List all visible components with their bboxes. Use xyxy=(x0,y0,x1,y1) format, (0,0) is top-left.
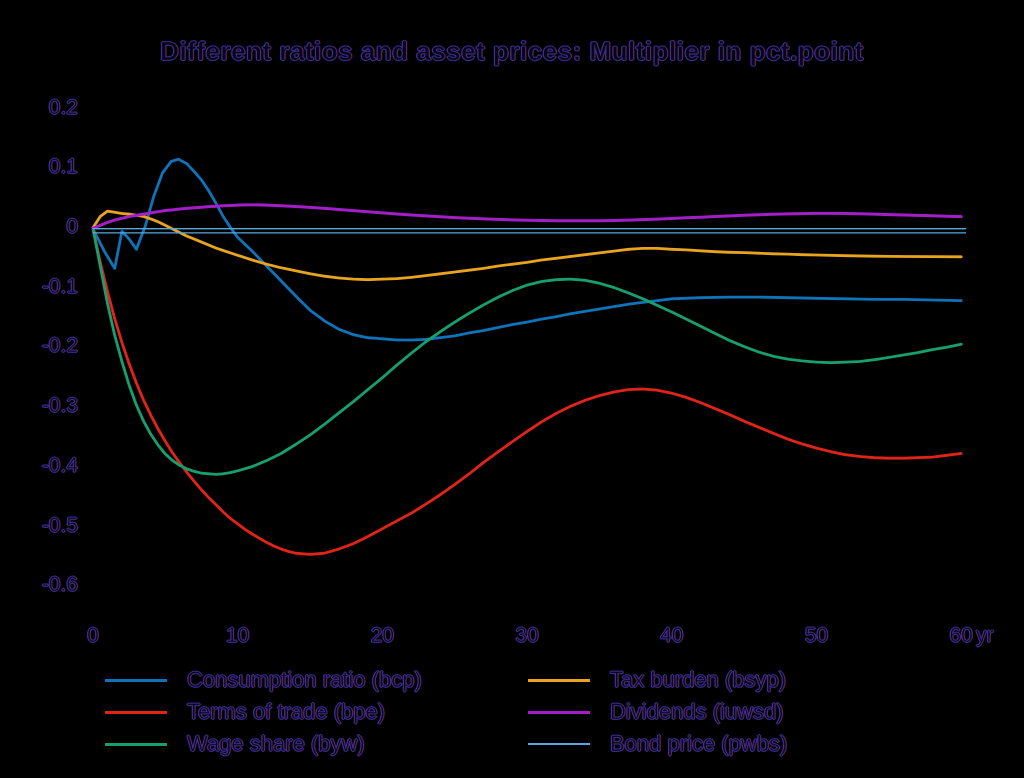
y-tick-label--0.2: -0.2 xyxy=(41,334,79,358)
series-line-terms-of-trade xyxy=(91,227,963,556)
legend-label-terms-of-trade: Terms of trade (bpe) xyxy=(187,699,386,725)
legend-swatch-tax-burden xyxy=(528,678,590,682)
y-tick-label--0.3: -0.3 xyxy=(41,394,79,418)
y-tick-label-0.2: 0.2 xyxy=(48,95,78,119)
legend-column-1: Consumption ratio (bcp) Terms of trade (… xyxy=(105,664,422,760)
legend: Consumption ratio (bcp) Terms of trade (… xyxy=(0,664,1024,764)
legend-label-wage-share: Wage share (byw) xyxy=(187,731,365,757)
series-line-dividends xyxy=(91,203,963,230)
legend-item-dividends: Dividends (iuwsd) xyxy=(528,696,787,728)
legend-item-consumption-ratio: Consumption ratio (bcp) xyxy=(105,664,422,696)
y-tick-label--0.1: -0.1 xyxy=(41,274,79,298)
x-tick-label-10: 10 xyxy=(226,624,250,648)
chart-title: Different ratios and asset prices: Multi… xyxy=(160,36,864,67)
series-line-wage-share xyxy=(91,227,963,476)
y-tick-label-0.1: 0.1 xyxy=(48,155,78,179)
y-tick-label-0: 0 xyxy=(66,215,78,239)
x-tick-label-50: 50 xyxy=(804,624,829,648)
x-tick-label-30: 30 xyxy=(515,624,539,648)
y-tick-label--0.4: -0.4 xyxy=(41,453,79,477)
legend-item-tax-burden: Tax burden (bsyp) xyxy=(528,664,787,696)
legend-swatch-consumption-ratio xyxy=(105,678,167,682)
x-tick-label-40: 40 xyxy=(660,624,684,648)
legend-label-bond-price: Bond price (pwbs) xyxy=(610,731,788,757)
legend-column-2: Tax burden (bsyp) Dividends (iuwsd) Bond… xyxy=(528,664,788,760)
legend-item-bond-price: Bond price (pwbs) xyxy=(528,728,788,760)
y-tick-label--0.6: -0.6 xyxy=(41,573,79,597)
y-tick-label--0.5: -0.5 xyxy=(41,513,79,537)
x-axis-unit-label: yr xyxy=(976,624,994,648)
x-tick-label-60: 60 xyxy=(949,624,973,648)
legend-label-tax-burden: Tax burden (bsyp) xyxy=(610,667,787,693)
legend-label-dividends: Dividends (iuwsd) xyxy=(610,699,784,725)
series-line-consumption-ratio xyxy=(91,157,963,342)
legend-swatch-wage-share xyxy=(105,742,167,746)
legend-item-wage-share: Wage share (byw) xyxy=(105,728,422,760)
legend-label-consumption-ratio: Consumption ratio (bcp) xyxy=(187,667,422,693)
legend-item-terms-of-trade: Terms of trade (bpe) xyxy=(105,696,422,728)
legend-swatch-dividends xyxy=(528,710,590,714)
legend-swatch-terms-of-trade xyxy=(105,710,167,714)
x-tick-label-0: 0 xyxy=(87,624,99,648)
legend-swatch-bond-price xyxy=(528,743,590,745)
x-tick-label-20: 20 xyxy=(370,624,395,648)
